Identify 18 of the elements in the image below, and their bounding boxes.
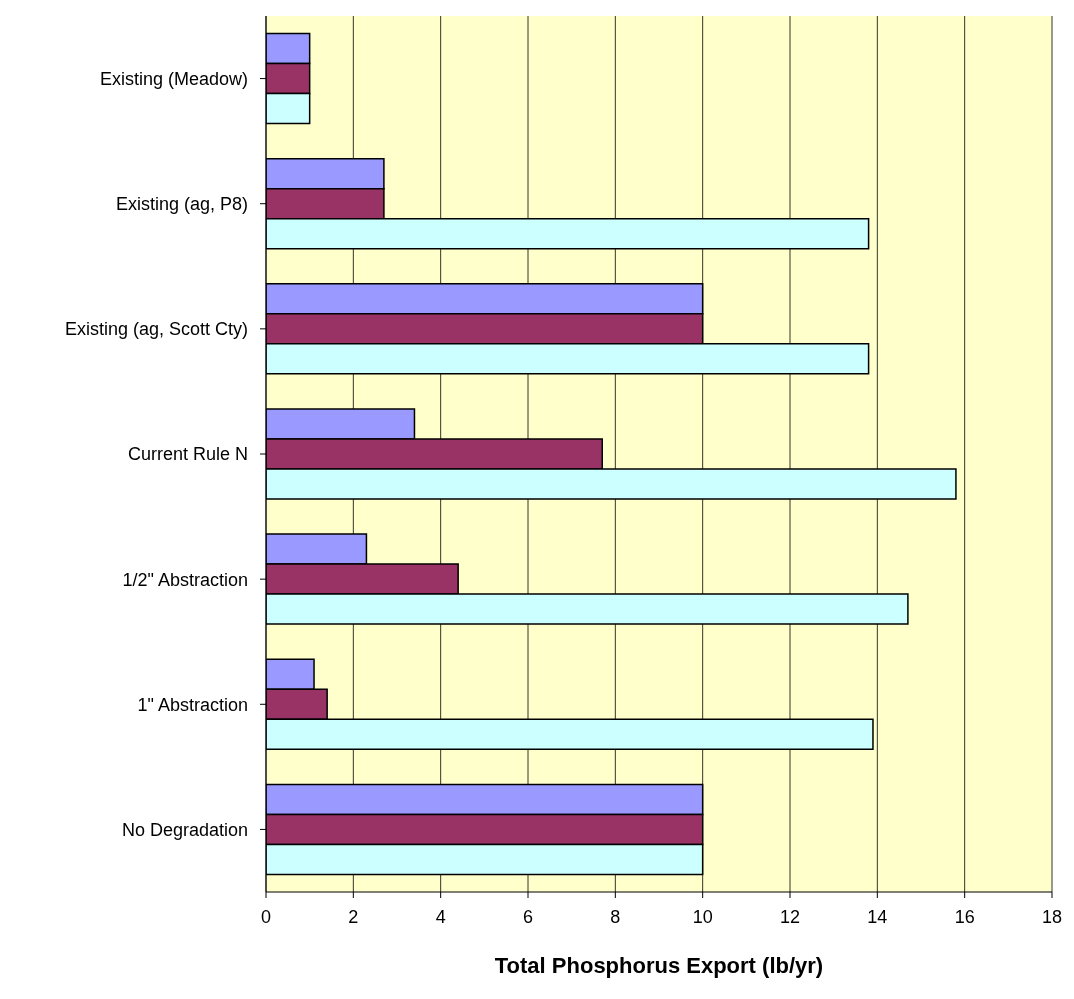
y-tick-label: 1/2" Abstraction <box>122 569 248 590</box>
x-tick-label: 18 <box>1041 906 1063 927</box>
y-tick-label: Existing (ag, P8) <box>115 194 248 215</box>
y-tick-label: Existing (ag, Scott Cty) <box>64 319 248 340</box>
y-tick-label: No Degradation <box>121 819 248 840</box>
y-tick-label: Current Rule N <box>127 444 248 465</box>
x-tick-label: 6 <box>522 906 534 927</box>
x-tick-label: 2 <box>348 906 359 927</box>
x-tick-label: 16 <box>954 906 975 927</box>
x-tick-label: 4 <box>435 906 446 927</box>
y-tick-label: Existing (Meadow) <box>99 68 248 89</box>
x-tick-label: 8 <box>610 906 621 927</box>
x-tick-label: 14 <box>867 906 888 927</box>
y-tick-label: 1" Abstraction <box>137 694 248 715</box>
x-tick-label: 0 <box>260 906 272 927</box>
x-tick-label: 12 <box>779 906 801 927</box>
x-tick-label: 10 <box>692 906 713 927</box>
x-axis-title: Total Phosphorus Export (lb/yr) <box>494 953 824 978</box>
